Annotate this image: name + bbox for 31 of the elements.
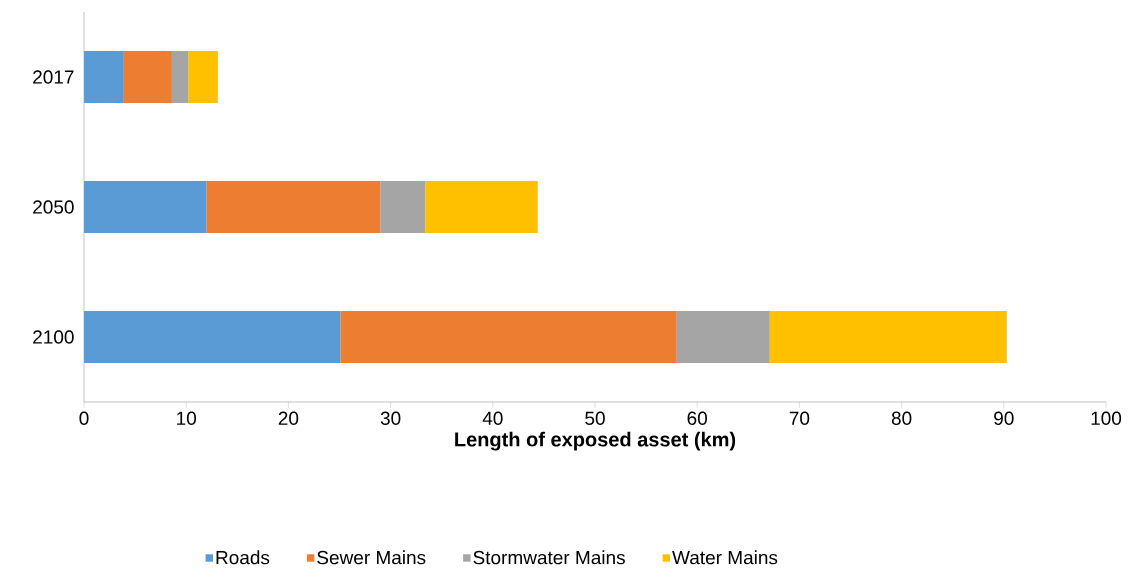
bar xyxy=(380,181,426,233)
x-tick-label: 80 xyxy=(891,411,912,425)
x-tick-label: 90 xyxy=(994,411,1014,425)
y-tick-label: 2100 xyxy=(33,330,74,344)
bar xyxy=(84,311,341,363)
bar xyxy=(84,181,207,233)
x-tick-label: 60 xyxy=(687,411,708,425)
bar xyxy=(171,51,189,103)
bar xyxy=(123,51,172,103)
legend-label: Roads xyxy=(216,550,270,565)
x-tick-label: 40 xyxy=(482,411,503,425)
x-tick-label: 70 xyxy=(789,411,810,425)
bar xyxy=(769,311,1007,363)
x-tick-label: 50 xyxy=(585,411,605,425)
bar xyxy=(676,311,770,363)
x-tick-label: 100 xyxy=(1091,411,1122,425)
x-tick-label: 10 xyxy=(177,411,197,425)
x-tick-label: 0 xyxy=(79,411,89,425)
x-axis-title: Length of exposed asset (km) xyxy=(455,431,736,451)
legend-label: Water Mains xyxy=(672,550,778,565)
bar xyxy=(206,181,381,233)
y-tick-label: 2050 xyxy=(33,200,74,214)
bar xyxy=(84,51,124,103)
x-tick-label: 20 xyxy=(278,411,299,425)
legend-label: Sewer Mains xyxy=(317,550,426,565)
bar xyxy=(340,311,677,363)
legend-label: Stormwater Mains xyxy=(473,550,625,565)
y-tick-label: 2017 xyxy=(33,70,74,84)
bar xyxy=(188,51,218,103)
bar xyxy=(425,181,538,233)
x-tick-label: 30 xyxy=(380,411,401,425)
